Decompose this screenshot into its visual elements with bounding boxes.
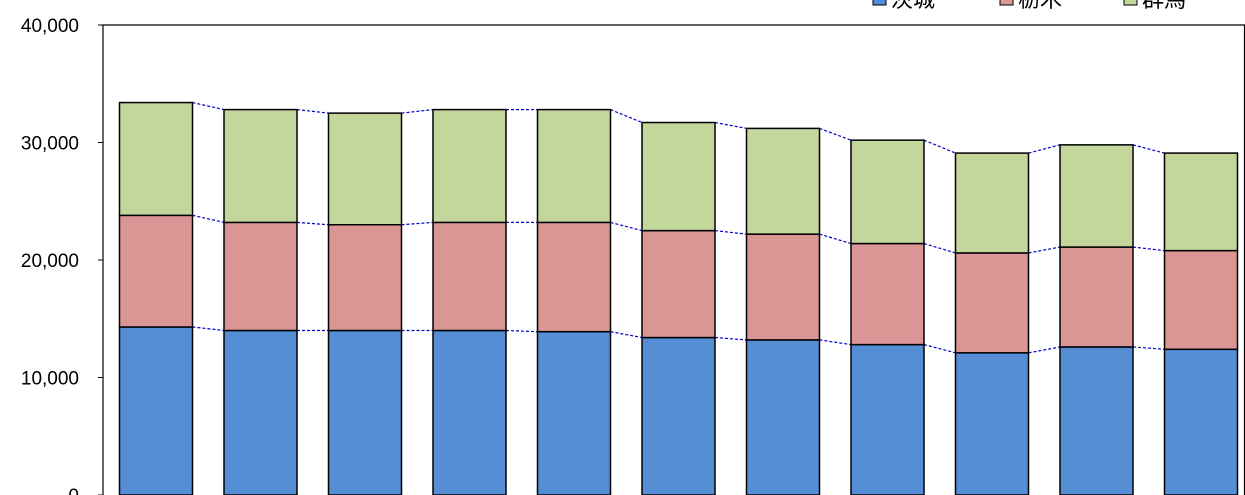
bar-segment-2-3 bbox=[432, 108, 507, 224]
bar-segment-0-0 bbox=[118, 326, 194, 495]
y-tick-label: 30,000 bbox=[21, 134, 79, 155]
bar-segment-2-9 bbox=[1059, 144, 1134, 248]
bar-segment-2-0 bbox=[118, 101, 194, 217]
bar-segment-2-5 bbox=[641, 121, 716, 232]
bar-segments bbox=[118, 101, 1239, 495]
connector-line-0-5 bbox=[714, 336, 747, 341]
bar-segment-1-8 bbox=[954, 252, 1030, 354]
connector-line-0-8 bbox=[1028, 346, 1061, 354]
connector-line-2-1 bbox=[296, 109, 329, 114]
bar-segment-1-4 bbox=[536, 221, 612, 333]
connector-line-1-5 bbox=[714, 230, 747, 235]
connector-line-2-4 bbox=[610, 109, 643, 124]
connector-line-1-0 bbox=[192, 214, 225, 223]
connector-line-0-0 bbox=[192, 326, 225, 332]
connector-line-1-8 bbox=[1028, 246, 1061, 254]
connector-line-1-1 bbox=[296, 221, 329, 226]
bar-segment-0-7 bbox=[850, 343, 925, 495]
bar-segment-1-2 bbox=[327, 224, 403, 332]
connector-line-1-4 bbox=[610, 221, 643, 232]
connector-line-0-7 bbox=[923, 344, 956, 354]
y-tick-label: 0 bbox=[68, 486, 79, 495]
connector-line-1-7 bbox=[923, 242, 956, 254]
connector-line-2-5 bbox=[714, 121, 747, 129]
legend: 茨城 栃木 群馬 bbox=[872, 0, 1186, 13]
legend-swatch-1 bbox=[999, 0, 1014, 6]
connector-line-2-8 bbox=[1028, 144, 1061, 154]
connector-line-2-6 bbox=[819, 127, 852, 141]
bar-segment-1-7 bbox=[850, 242, 925, 346]
bar-segment-1-3 bbox=[432, 221, 507, 332]
y-tick-label: 20,000 bbox=[21, 251, 79, 272]
connector-line-1-6 bbox=[819, 233, 852, 245]
bar-segment-0-9 bbox=[1059, 346, 1134, 495]
bar-segment-0-8 bbox=[954, 352, 1030, 495]
bar-segment-0-10 bbox=[1163, 348, 1239, 495]
bar-segment-1-1 bbox=[223, 221, 298, 332]
bar-segment-0-5 bbox=[641, 336, 716, 495]
connector-line-1-9 bbox=[1132, 246, 1165, 252]
bar-segment-1-5 bbox=[641, 229, 716, 339]
connector-line-0-6 bbox=[819, 339, 852, 346]
legend-swatch-0 bbox=[872, 0, 887, 6]
bar-segment-1-10 bbox=[1163, 249, 1239, 351]
bar-segment-2-2 bbox=[327, 112, 403, 226]
connector-line-1-2 bbox=[401, 221, 434, 226]
connector-line-2-7 bbox=[923, 139, 956, 154]
bar-segment-2-6 bbox=[745, 127, 821, 235]
legend-label-1: 栃木 bbox=[1018, 0, 1062, 13]
bar-segment-1-0 bbox=[118, 214, 194, 328]
bar-segment-2-4 bbox=[536, 108, 612, 224]
bar-segment-0-6 bbox=[745, 339, 821, 495]
bar-segment-2-7 bbox=[850, 139, 925, 245]
bar-segment-2-1 bbox=[223, 108, 298, 224]
bar-segment-0-4 bbox=[536, 330, 612, 495]
axes: 0 10,000 20,000 30,000 40,000 bbox=[21, 16, 1245, 495]
connector-line-2-0 bbox=[192, 101, 225, 111]
bar-segment-2-10 bbox=[1163, 152, 1239, 252]
connector-lines bbox=[192, 101, 1165, 354]
legend-swatch-2 bbox=[1123, 0, 1138, 6]
connector-line-0-9 bbox=[1132, 346, 1165, 350]
legend-label-0: 茨城 bbox=[891, 0, 935, 13]
bar-segment-0-3 bbox=[432, 329, 507, 495]
bar-segment-1-9 bbox=[1059, 246, 1134, 348]
bar-segment-0-1 bbox=[223, 329, 298, 495]
bar-segment-2-8 bbox=[954, 152, 1030, 254]
bar-segment-0-2 bbox=[327, 329, 403, 495]
connector-line-0-4 bbox=[610, 331, 643, 339]
y-tick-label: 40,000 bbox=[21, 16, 79, 37]
connector-line-2-9 bbox=[1132, 144, 1165, 154]
legend-label-2: 群馬 bbox=[1142, 0, 1186, 13]
y-tick-label: 10,000 bbox=[21, 369, 79, 390]
bar-segment-1-6 bbox=[745, 233, 821, 341]
connector-line-0-3 bbox=[505, 329, 538, 333]
connector-line-2-2 bbox=[401, 109, 434, 114]
